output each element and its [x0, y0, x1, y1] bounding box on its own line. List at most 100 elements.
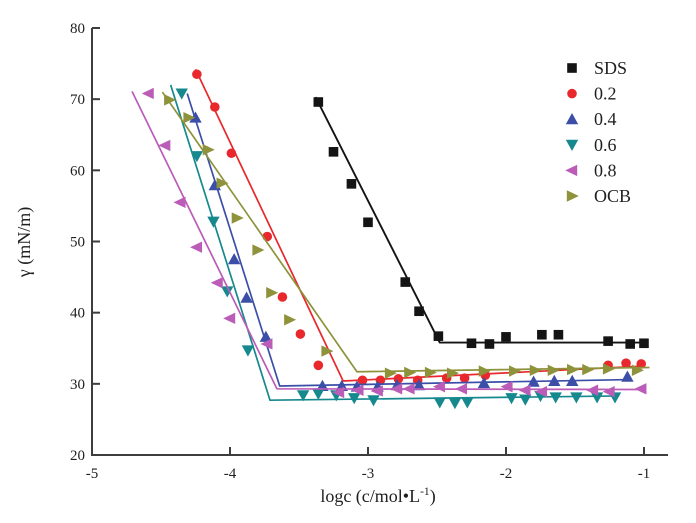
data-point-marker — [189, 111, 202, 123]
data-point-marker — [312, 388, 325, 400]
x-tick-label: -2 — [500, 466, 513, 482]
legend-label: 0.6 — [594, 135, 617, 155]
data-point-marker — [321, 345, 334, 357]
data-point-marker — [313, 360, 324, 371]
data-point-marker — [461, 397, 474, 409]
data-point-marker — [173, 196, 186, 209]
data-point-marker — [567, 363, 580, 376]
series-sds — [313, 96, 649, 349]
data-point-marker — [424, 366, 437, 379]
data-point-marker — [190, 151, 204, 163]
legend-label: SDS — [594, 58, 627, 78]
data-point-marker — [363, 217, 373, 228]
data-point-marker — [207, 216, 220, 228]
y-tick-label: 30 — [70, 377, 85, 393]
series-0-8 — [131, 87, 647, 399]
legend-entry-0-2: 0.2 — [567, 84, 617, 104]
x-tick-label: -1 — [638, 466, 651, 482]
data-point-marker — [226, 148, 237, 159]
data-point-marker — [296, 390, 310, 402]
series-ocb — [161, 91, 650, 379]
data-point-marker — [527, 375, 540, 387]
data-point-marker — [231, 212, 244, 224]
data-point-marker — [639, 338, 649, 349]
legend-swatch-triangle-left-icon — [565, 164, 578, 177]
data-point-marker — [412, 379, 426, 391]
data-point-marker — [455, 383, 468, 395]
data-point-marker — [433, 331, 444, 341]
legend-label: OCB — [594, 186, 631, 206]
data-point-marker — [625, 339, 635, 349]
fit-line-0.2 — [194, 68, 645, 382]
data-point-marker — [566, 374, 579, 386]
data-point-marker — [158, 139, 171, 152]
data-point-marker — [547, 364, 560, 377]
data-point-marker — [141, 87, 154, 100]
data-point-marker — [402, 383, 415, 395]
data-point-marker — [448, 398, 462, 410]
data-point-marker — [500, 380, 513, 393]
data-point-marker — [478, 365, 491, 377]
data-point-marker — [346, 179, 357, 189]
y-tick-label: 70 — [70, 92, 85, 108]
data-point-marker — [459, 373, 470, 383]
y-tick-label: 80 — [70, 21, 85, 37]
data-point-marker — [535, 385, 548, 398]
data-point-marker — [332, 386, 345, 399]
data-point-marker — [501, 332, 511, 342]
y-tick-label: 40 — [70, 306, 85, 322]
legend-entry-ocb: OCB — [566, 186, 631, 206]
data-point-marker — [621, 358, 631, 368]
data-point-marker — [240, 291, 253, 303]
series-0-4 — [186, 93, 634, 392]
data-point-marker — [241, 345, 255, 357]
data-point-marker — [466, 338, 477, 349]
legend-entry-sds: SDS — [567, 58, 627, 78]
y-tick-label: 20 — [70, 448, 85, 464]
data-point-marker — [548, 374, 561, 386]
data-point-marker — [602, 385, 615, 398]
legend-entry-0-4: 0.4 — [565, 109, 617, 129]
data-point-marker — [505, 393, 518, 405]
fit-line-0.6 — [169, 84, 620, 402]
data-point-marker — [631, 364, 644, 377]
data-point-marker — [432, 380, 445, 393]
legend-entry-0-6: 0.6 — [565, 135, 617, 155]
y-axis-title: γ (mN/m) — [14, 207, 35, 278]
data-point-marker — [484, 339, 495, 349]
data-point-marker — [529, 364, 542, 377]
legend-swatch-triangle-up-icon — [565, 113, 579, 125]
legend-swatch-triangle-right-icon — [566, 190, 579, 202]
fit-line-sds — [314, 96, 647, 344]
data-point-marker — [313, 97, 324, 107]
data-point-marker — [210, 277, 223, 289]
data-point-marker — [277, 292, 288, 302]
data-point-marker — [175, 88, 188, 100]
data-point-marker — [549, 392, 562, 404]
data-point-marker — [603, 336, 613, 346]
data-point-marker — [518, 384, 531, 396]
data-point-marker — [636, 359, 647, 369]
data-point-marker — [351, 384, 364, 396]
data-point-marker — [164, 94, 177, 106]
data-point-marker — [384, 367, 397, 379]
data-point-marker — [223, 312, 236, 325]
data-point-marker — [509, 365, 522, 377]
data-point-marker — [210, 102, 220, 112]
data-point-marker — [252, 244, 265, 256]
data-point-marker — [216, 177, 229, 189]
data-point-marker — [192, 69, 202, 80]
data-point-marker — [347, 393, 361, 405]
data-point-marker — [295, 329, 306, 339]
legend-swatch-square-icon — [567, 63, 577, 73]
data-point-marker — [602, 363, 615, 375]
data-point-marker — [260, 338, 273, 350]
y-tick-label: 60 — [70, 163, 85, 179]
data-point-marker — [221, 286, 234, 298]
data-point-marker — [328, 147, 339, 157]
legend-label: 0.8 — [594, 160, 617, 180]
data-point-marker — [183, 111, 196, 124]
data-point-marker — [357, 375, 368, 386]
x-tick-label: -4 — [224, 466, 237, 482]
